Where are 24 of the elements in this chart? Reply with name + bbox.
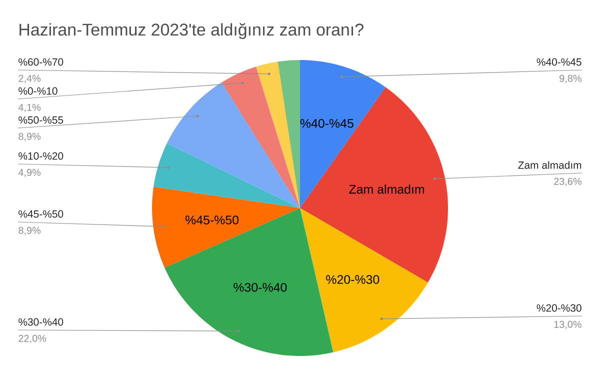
slice-label: %20-%30 [326,275,380,284]
slice-label: %30-%40 [234,282,287,292]
slice-label: %60-%70 [18,58,64,66]
slice-label: %40-%45 [536,58,582,66]
slice-label: %0-%10 [18,87,58,95]
data-label: 8,9% [18,132,41,142]
data-label: 9,8% [560,74,582,84]
chart-title: Haziran-Temmuz 2023'te aldığınız zam oranı? [20,23,364,39]
slice-label: %10-%20 [18,152,64,160]
slice-label: %20-%30 [536,304,582,312]
slice-label: %30-%40 [18,318,64,326]
data-label: 4,1% [18,104,41,112]
data-label: 4,9% [18,168,41,178]
data-label: 23,6% [554,178,582,186]
data-label: 13,0% [554,320,582,330]
slice-label: %40-%45 [300,118,354,128]
data-label: 2,4% [18,74,41,84]
data-label: 8,9% [18,226,41,236]
data-label: 22,0% [18,334,46,344]
slice-label: %45-%50 [18,210,64,218]
slice-label: Zam almadım [349,184,424,194]
slice-label: %50-%55 [18,116,64,124]
slice-label: %45-%50 [185,216,239,224]
slice-label: Zam almadım [518,161,582,169]
